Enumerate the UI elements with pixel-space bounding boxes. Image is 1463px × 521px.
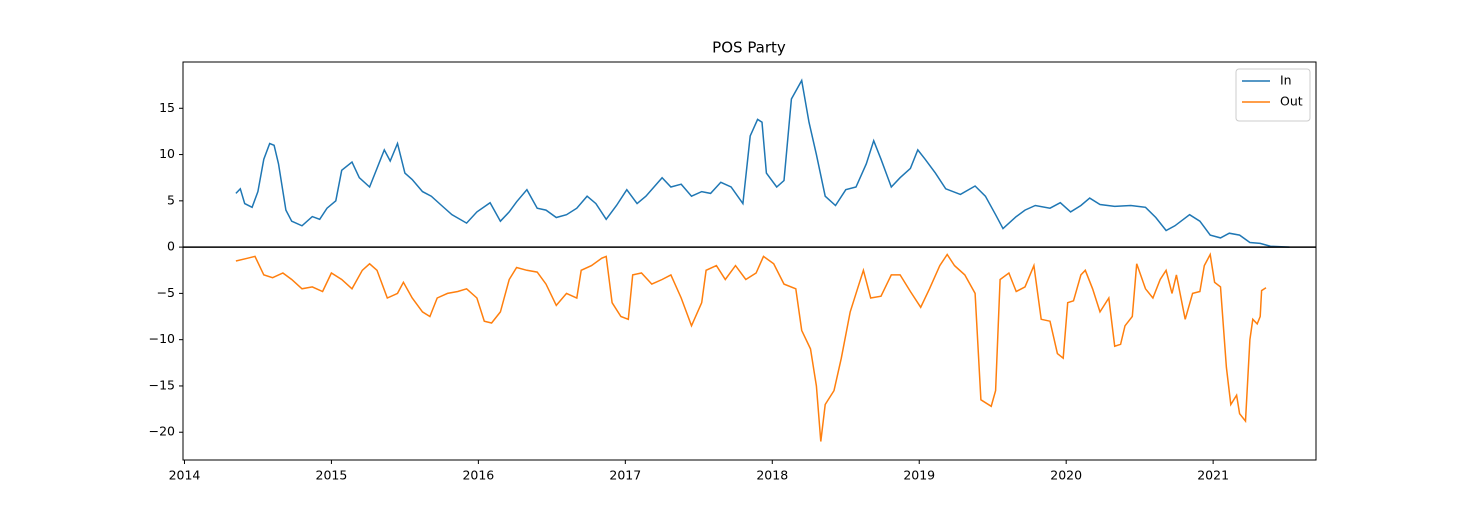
y-tick-label: 15 <box>159 100 175 115</box>
legend-label: Out <box>1280 94 1303 109</box>
y-tick-label: 5 <box>167 192 175 207</box>
y-tick-label: −20 <box>149 424 175 439</box>
x-tick-label: 2020 <box>1050 468 1082 483</box>
legend-box <box>1235 68 1311 122</box>
x-tick-label: 2015 <box>316 468 348 483</box>
x-tick-label: 2017 <box>609 468 641 483</box>
y-tick-label: −5 <box>157 285 175 300</box>
x-tick-label: 2016 <box>462 468 494 483</box>
x-tick-label: 2018 <box>756 468 788 483</box>
y-tick-label: −10 <box>149 331 175 346</box>
series-line <box>235 252 1267 442</box>
legend-label: In <box>1280 73 1292 88</box>
y-tick-label: −15 <box>149 377 175 392</box>
x-tick-label: 2021 <box>1197 468 1229 483</box>
x-tick-label: 2019 <box>903 468 935 483</box>
plot-frame <box>182 61 1317 461</box>
y-tick-label: 0 <box>167 239 175 254</box>
series-line <box>235 78 1290 248</box>
y-tick-label: 10 <box>159 146 175 161</box>
chart-title: POS Party <box>712 39 786 57</box>
x-tick-label: 2014 <box>169 468 201 483</box>
